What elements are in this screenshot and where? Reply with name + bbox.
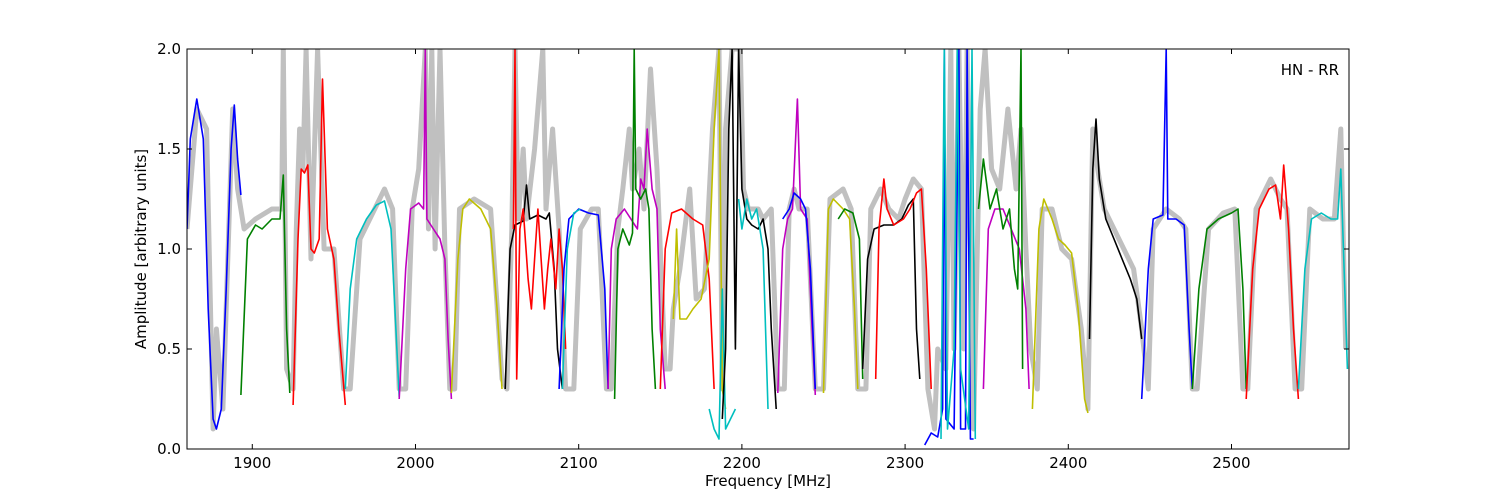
x-tick-label: 2300 (886, 454, 924, 472)
panel-annotation: HN - RR (1281, 61, 1339, 79)
series-line-28 (1031, 198, 1089, 414)
series-line-10 (561, 208, 581, 390)
series-line-20 (822, 198, 859, 394)
series-line-9 (558, 208, 609, 390)
series-line-5 (398, 49, 453, 400)
series-line-11 (607, 128, 666, 390)
series-line-18 (777, 98, 817, 396)
series-line-6 (450, 198, 503, 394)
series-line-31 (1191, 208, 1247, 390)
y-tick-label: 1.0 (157, 240, 181, 258)
series-line-29 (1088, 118, 1143, 340)
y-tick-label: 2.0 (157, 40, 181, 58)
series-line-16 (721, 49, 777, 420)
series-line-17 (737, 198, 769, 410)
series-line-12 (613, 49, 657, 400)
series-line-32 (1245, 164, 1300, 400)
series-line-14 (672, 49, 727, 410)
series-line-13 (659, 208, 715, 390)
series-line-2 (240, 174, 291, 396)
x-tick-label: 2200 (723, 454, 761, 472)
axes: 1900 2000 2100 2200 2300 2400 2500 0.0 0.5 1.0 1.5… (157, 40, 1350, 472)
x-tick-label: 2400 (1049, 454, 1087, 472)
series-line-19 (782, 192, 817, 390)
y-tick-label: 1.5 (157, 140, 181, 158)
series-line-25 (940, 49, 977, 440)
plot-area (187, 49, 1349, 446)
x-tick-label: 1900 (233, 454, 271, 472)
x-tick-label: 2500 (1212, 454, 1250, 472)
series-line-26 (982, 208, 1030, 390)
x-tick-label: 2000 (396, 454, 434, 472)
series-line-24 (923, 49, 974, 446)
series-line-8 (512, 49, 567, 380)
y-tick-label: 0.0 (157, 440, 181, 458)
series-line-23 (874, 178, 932, 390)
series-line-30 (1140, 49, 1194, 400)
series-line-15 (708, 288, 737, 440)
series-line-21 (837, 208, 864, 380)
series-line-1 (187, 98, 242, 430)
x-axis-label: Frequency [MHz] (705, 472, 831, 490)
series-line-4 (344, 200, 400, 398)
y-tick-label: 0.5 (157, 340, 181, 358)
y-axis-label: Amplitude [arbitrary units] (132, 149, 150, 349)
series-line-3 (292, 78, 347, 406)
x-tick-label: 2100 (560, 454, 598, 472)
series-line-27 (977, 49, 1024, 370)
series-line-33 (1297, 168, 1349, 390)
